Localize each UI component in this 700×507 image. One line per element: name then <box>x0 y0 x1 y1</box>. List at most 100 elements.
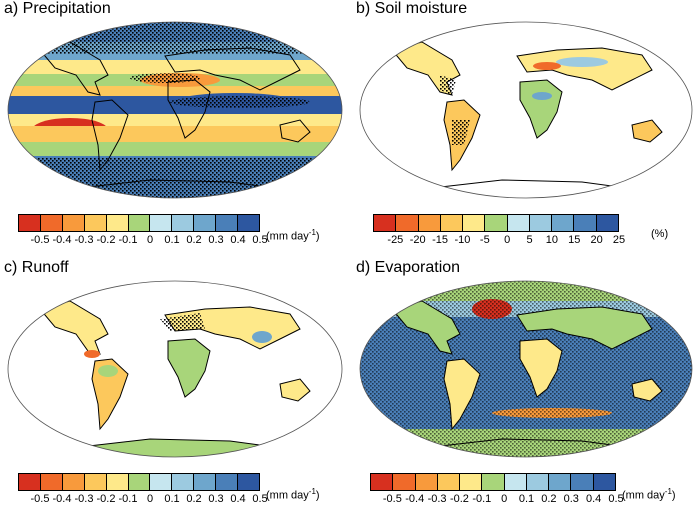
colorbar-swatch <box>552 215 575 231</box>
colorbar-swatch <box>460 474 483 490</box>
panel-c-title: c) Runoff <box>4 259 69 276</box>
colorbar-tick-label: 0.3 <box>208 493 224 505</box>
colorbar-swatch <box>84 215 107 231</box>
colorbar-tick-label: 0.4 <box>230 493 246 505</box>
colorbar-swatch <box>62 474 85 490</box>
colorbar-swatch <box>485 215 508 231</box>
colorbar-tick-label: 0.1 <box>518 493 535 505</box>
colorbar-swatch <box>549 474 572 490</box>
colorbar-precipitation <box>18 214 260 232</box>
colorbar-tick-label: -0.4 <box>405 493 425 505</box>
colorbar-tick-label: 15 <box>568 234 581 246</box>
colorbar-swatch <box>238 215 259 231</box>
colorbar-swatch <box>40 215 63 231</box>
colorbar-swatch <box>463 215 486 231</box>
panel-d-title: d) Evaporation <box>356 259 461 276</box>
colorbar-swatch <box>128 474 151 490</box>
colorbar-tick-label: 0 <box>146 234 154 246</box>
colorbar-swatch <box>571 474 594 490</box>
colorbar-tick-label: 0.2 <box>186 493 202 505</box>
colorbar-ticks-evaporation: -0.5 -0.4 -0.3 -0.2 -0.1 0 0.1 0.2 0.3 0.4 0.5 <box>370 493 624 506</box>
runoff-map <box>7 280 343 458</box>
colorbar-swatch <box>393 474 416 490</box>
colorbar-tick-label: -0.1 <box>118 234 138 246</box>
colorbar-tick-label: -0.3 <box>427 493 447 505</box>
colorbar-tick-label: 0.4 <box>230 234 246 246</box>
colorbar-tick-label: -0.2 <box>96 234 116 246</box>
colorbar-tick-label: -0.4 <box>52 493 72 505</box>
colorbar-swatch <box>216 474 239 490</box>
colorbar-tick-label: 0.2 <box>186 234 202 246</box>
colorbar-swatch <box>150 215 173 231</box>
colorbar-swatch <box>19 474 41 490</box>
soil-moisture-map <box>359 21 693 199</box>
panel-b-title: b) Soil moisture <box>356 0 468 17</box>
colorbar-swatch <box>84 474 107 490</box>
colorbar-tick-label: -0.1 <box>472 493 492 505</box>
colorbar-tick-label: -0.4 <box>52 234 72 246</box>
colorbar-tick-label: 5 <box>526 234 533 246</box>
colorbar-tick-label: 0.3 <box>208 234 224 246</box>
colorbar-tick-label: 0.4 <box>585 493 602 505</box>
colorbar-swatch <box>371 474 394 490</box>
colorbar-ticks-precipitation: -0.5 -0.4 -0.3 -0.2 -0.1 0 0.1 0.2 0.3 0.4 0.5 <box>18 234 268 247</box>
colorbar-tick-label: -0.5 <box>30 234 50 246</box>
colorbar-tick-label: 20 <box>590 234 603 246</box>
colorbar-swatch <box>596 215 618 231</box>
colorbar-swatch <box>374 215 397 231</box>
colorbar-swatch <box>526 474 550 490</box>
colorbar-swatch <box>194 474 217 490</box>
unit-label-evaporation: (mm day-1) <box>622 487 676 502</box>
colorbar-tick-label: 10 <box>545 234 559 246</box>
colorbar-tick-label: -15 <box>432 234 449 246</box>
colorbar-tick-label: -0.5 <box>382 493 402 505</box>
evaporation-map <box>359 280 693 458</box>
colorbar-swatch <box>194 215 217 231</box>
colorbar-tick-label: 0 <box>146 493 154 505</box>
colorbar-tick-label: 0.5 <box>608 493 624 505</box>
colorbar-swatch <box>40 474 63 490</box>
colorbar-evaporation <box>370 473 616 491</box>
colorbar-tick-label: -25 <box>387 234 404 246</box>
colorbar-swatch <box>437 474 461 490</box>
unit-label-precipitation: (mm day-1) <box>266 228 320 243</box>
colorbar-swatch <box>238 474 259 490</box>
colorbar-swatch <box>440 215 464 231</box>
colorbar-ticks-runoff: -0.5 -0.4 -0.3 -0.2 -0.1 0 0.1 0.2 0.3 0.4 0.5 <box>18 493 268 506</box>
colorbar-swatch <box>216 215 239 231</box>
panel-a-title: a) Precipitation <box>4 0 111 17</box>
colorbar-tick-label: -5 <box>479 234 490 246</box>
colorbar-swatch <box>19 215 41 231</box>
colorbar-swatch <box>504 474 527 490</box>
colorbar-swatch <box>62 215 85 231</box>
colorbar-tick-label: -0.2 <box>449 493 469 505</box>
colorbar-swatch <box>415 474 438 490</box>
colorbar-ticks-soil-moisture: -25 -20 -15 -10 -5 0 5 10 15 20 25 <box>373 234 625 247</box>
colorbar-tick-label: -20 <box>409 234 426 246</box>
unit-label-soil-moisture: (%) <box>651 228 669 240</box>
colorbar-tick-label: -0.3 <box>74 493 94 505</box>
colorbar-swatch <box>507 215 530 231</box>
colorbar-tick-label: 0 <box>501 493 508 505</box>
colorbar-swatch <box>482 474 505 490</box>
colorbar-swatch <box>128 215 151 231</box>
colorbar-tick-label: 0 <box>504 234 511 246</box>
colorbar-tick-label: 0.5 <box>252 493 268 505</box>
colorbar-swatch <box>574 215 597 231</box>
colorbar-tick-label: 0.2 <box>541 493 557 505</box>
colorbar-swatch <box>106 215 129 231</box>
colorbar-tick-label: 0.1 <box>164 234 180 246</box>
colorbar-swatch <box>172 474 195 490</box>
colorbar-swatch <box>593 474 615 490</box>
colorbar-tick-label: 0.3 <box>563 493 579 505</box>
colorbar-tick-label: -0.1 <box>118 493 138 505</box>
colorbar-swatch <box>172 215 195 231</box>
colorbar-tick-label: 0.1 <box>164 493 180 505</box>
colorbar-swatch <box>529 215 553 231</box>
unit-label-runoff: (mm day-1) <box>266 487 320 502</box>
colorbar-swatch <box>396 215 419 231</box>
colorbar-swatch <box>106 474 129 490</box>
colorbar-tick-label: 0.5 <box>252 234 268 246</box>
colorbar-tick-label: -10 <box>454 234 471 246</box>
colorbar-tick-label: -0.2 <box>96 493 116 505</box>
